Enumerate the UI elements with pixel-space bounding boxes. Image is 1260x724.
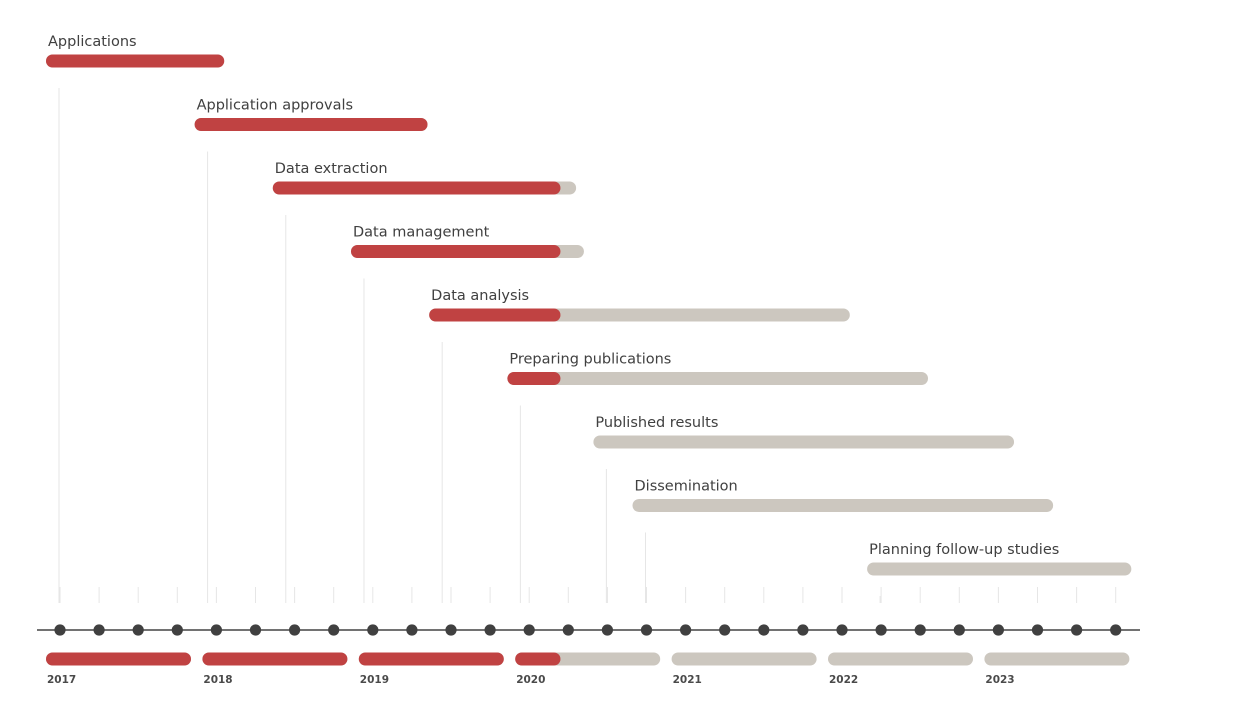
task-bar-remaining bbox=[867, 562, 1132, 576]
year-segment: 2020 bbox=[515, 652, 661, 686]
quarter-dot bbox=[249, 624, 262, 636]
quarter-dot bbox=[680, 624, 692, 636]
quarter-dot bbox=[93, 624, 105, 636]
quarter-dot bbox=[367, 624, 379, 636]
quarter-dot bbox=[210, 624, 222, 636]
quarter-dot bbox=[328, 624, 340, 636]
year-bar-done bbox=[515, 652, 561, 666]
quarter-dot bbox=[562, 624, 574, 636]
task-bar-done bbox=[350, 245, 561, 258]
year-label: 2017 bbox=[47, 674, 76, 686]
year-segment: 2019 bbox=[358, 652, 504, 686]
task-bar-done bbox=[46, 54, 225, 68]
quarter-dot bbox=[1110, 624, 1122, 636]
task-bar-done bbox=[194, 118, 428, 131]
task-bars: Applications Application approvals Data ex… bbox=[46, 34, 1132, 603]
task-row: Preparing publications bbox=[507, 352, 929, 603]
quarter-dot bbox=[523, 624, 535, 636]
quarter-dot bbox=[875, 624, 887, 636]
quarter-dot bbox=[914, 624, 926, 636]
year-segment: 2023 bbox=[984, 652, 1130, 686]
task-row: Planning follow-up studies bbox=[867, 542, 1132, 603]
year-segment: 2021 bbox=[671, 652, 817, 686]
quarter-dot bbox=[484, 624, 496, 636]
year-label: 2022 bbox=[829, 674, 858, 686]
quarter-dot bbox=[1071, 624, 1083, 636]
quarter-dot bbox=[132, 624, 144, 636]
year-label: 2019 bbox=[360, 674, 389, 686]
task-bar-remaining bbox=[632, 499, 1054, 512]
task-bar-done bbox=[272, 181, 561, 195]
quarter-dot bbox=[758, 624, 770, 636]
year-bar-remaining bbox=[984, 652, 1130, 666]
year-label: 2023 bbox=[985, 674, 1014, 686]
task-row: Dissemination bbox=[632, 479, 1054, 603]
year-bar-done bbox=[202, 652, 348, 666]
quarter-dot bbox=[406, 624, 418, 636]
year-segment: 2017 bbox=[46, 652, 191, 686]
year-label: 2021 bbox=[673, 674, 702, 686]
year-label: 2020 bbox=[516, 674, 545, 686]
task-row: Data extraction bbox=[272, 161, 577, 603]
year-bar-done bbox=[46, 652, 191, 666]
task-label: Dissemination bbox=[635, 479, 738, 495]
task-label: Published results bbox=[595, 415, 718, 431]
task-label: Preparing publications bbox=[509, 352, 671, 368]
task-bar-remaining bbox=[507, 372, 929, 385]
task-row: Applications bbox=[46, 34, 225, 603]
year-label: 2018 bbox=[203, 674, 232, 686]
timeline-axis bbox=[37, 624, 1140, 636]
year-segment: 2018 bbox=[202, 652, 348, 686]
task-row: Application approvals bbox=[194, 98, 428, 603]
year-bars: 2017 2018 2019 2020 2021 2022 2023 bbox=[46, 652, 1130, 686]
task-label: Data analysis bbox=[431, 288, 529, 304]
quarter-dot bbox=[171, 624, 183, 636]
task-bar-done bbox=[507, 372, 561, 385]
quarter-dot bbox=[836, 624, 848, 636]
quarter-dot bbox=[601, 624, 614, 636]
year-segment: 2022 bbox=[828, 652, 973, 686]
quarter-dot bbox=[992, 624, 1005, 636]
task-label: Application approvals bbox=[197, 98, 353, 114]
task-label: Applications bbox=[48, 34, 137, 50]
quarter-dot bbox=[953, 624, 965, 636]
quarter-dot bbox=[445, 624, 457, 636]
year-bar-done bbox=[358, 652, 504, 666]
task-label: Planning follow-up studies bbox=[869, 542, 1059, 558]
task-bar-remaining bbox=[593, 435, 1015, 449]
task-row: Data analysis bbox=[429, 288, 850, 603]
quarter-dot bbox=[289, 624, 301, 636]
gridlines bbox=[59, 587, 1117, 603]
task-row: Data management bbox=[350, 225, 584, 603]
task-row: Published results bbox=[593, 415, 1015, 603]
quarter-dot bbox=[1031, 624, 1044, 636]
task-bar-done bbox=[429, 308, 561, 322]
quarter-dot bbox=[640, 624, 653, 636]
year-bar-remaining bbox=[828, 652, 973, 666]
year-bar-remaining bbox=[671, 652, 817, 666]
quarter-dot bbox=[719, 624, 731, 636]
quarter-dot bbox=[797, 624, 809, 636]
quarter-dot bbox=[54, 624, 66, 636]
task-label: Data management bbox=[353, 225, 490, 241]
task-label: Data extraction bbox=[275, 161, 388, 177]
